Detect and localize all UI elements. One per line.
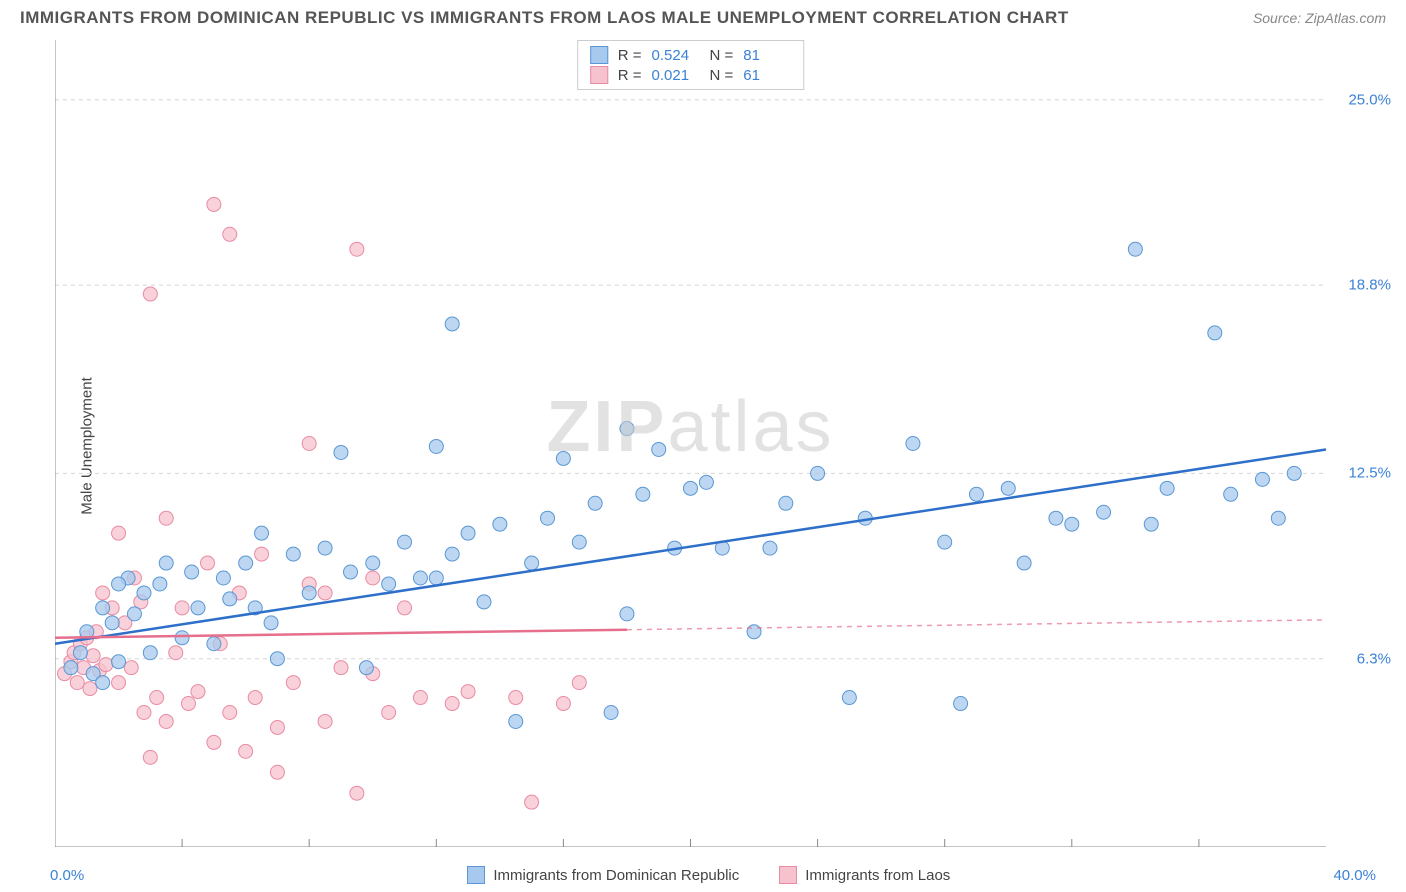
scatter-chart — [55, 40, 1326, 847]
stats-row-series-1: R =0.524 N =81 — [590, 45, 792, 65]
legend-item-series-2: Immigrants from Laos — [779, 866, 950, 884]
chart-area: ZIPatlas R =0.524 N =81 R =0.021 N =61 6… — [55, 40, 1326, 847]
legend-label-series-2: Immigrants from Laos — [805, 867, 950, 884]
y-tick-label: 25.0% — [1348, 91, 1391, 108]
legend-label-series-1: Immigrants from Dominican Republic — [493, 867, 739, 884]
swatch-series-2 — [590, 66, 608, 84]
source-label: Source: ZipAtlas.com — [1253, 10, 1386, 26]
x-axis-min: 0.0% — [50, 867, 84, 884]
swatch-series-1 — [590, 46, 608, 64]
bottom-legend: 0.0% Immigrants from Dominican Republic … — [0, 866, 1406, 884]
stats-legend: R =0.524 N =81 R =0.021 N =61 — [577, 40, 805, 90]
y-tick-label: 6.3% — [1357, 650, 1391, 667]
stats-row-series-2: R =0.021 N =61 — [590, 65, 792, 85]
chart-title: IMMIGRANTS FROM DOMINICAN REPUBLIC VS IM… — [20, 8, 1069, 28]
swatch-series-2-bottom — [779, 866, 797, 884]
legend-item-series-1: Immigrants from Dominican Republic — [467, 866, 739, 884]
y-tick-label: 18.8% — [1348, 277, 1391, 294]
y-tick-label: 12.5% — [1348, 465, 1391, 482]
swatch-series-1-bottom — [467, 866, 485, 884]
x-axis-max: 40.0% — [1333, 867, 1376, 884]
